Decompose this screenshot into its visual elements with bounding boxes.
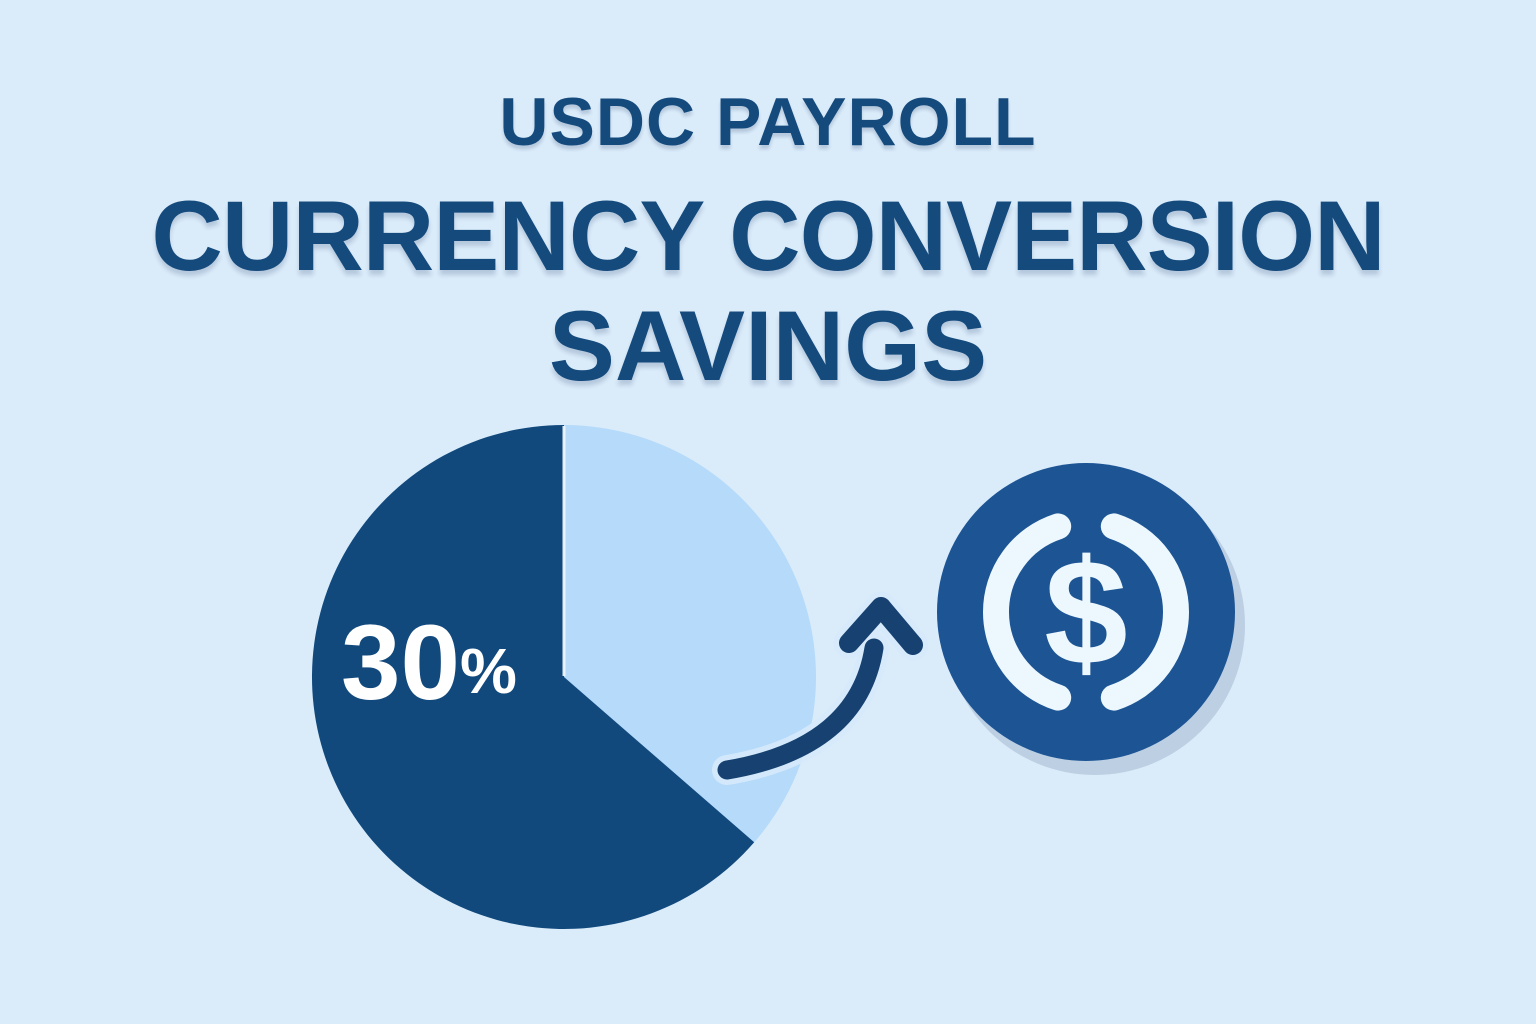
pie-slice-remainder	[564, 425, 816, 843]
pie-slice-savings-highlight	[311, 425, 755, 929]
dollar-sign: $	[1044, 528, 1127, 696]
pie-chart	[311, 425, 816, 929]
usdc-arc-right	[1100, 513, 1189, 711]
trend-arrowhead	[839, 597, 923, 655]
pie-slice-label: 30%	[341, 602, 517, 722]
main-title-line1: CURRENCY CONVERSION	[151, 180, 1385, 291]
percent-sign: %	[460, 635, 517, 707]
main-title-line2: SAVINGS	[548, 290, 988, 401]
eyebrow-title: USDC PAYROLL	[499, 84, 1037, 160]
trend-arrow-icon	[712, 591, 929, 785]
coin-circle	[937, 463, 1235, 761]
pie-slice-label-value: 30	[341, 602, 460, 722]
trend-arrow-shaft	[717, 638, 884, 780]
usdc-arc-left	[983, 513, 1072, 711]
usdc-coin-icon: $	[937, 463, 1245, 775]
